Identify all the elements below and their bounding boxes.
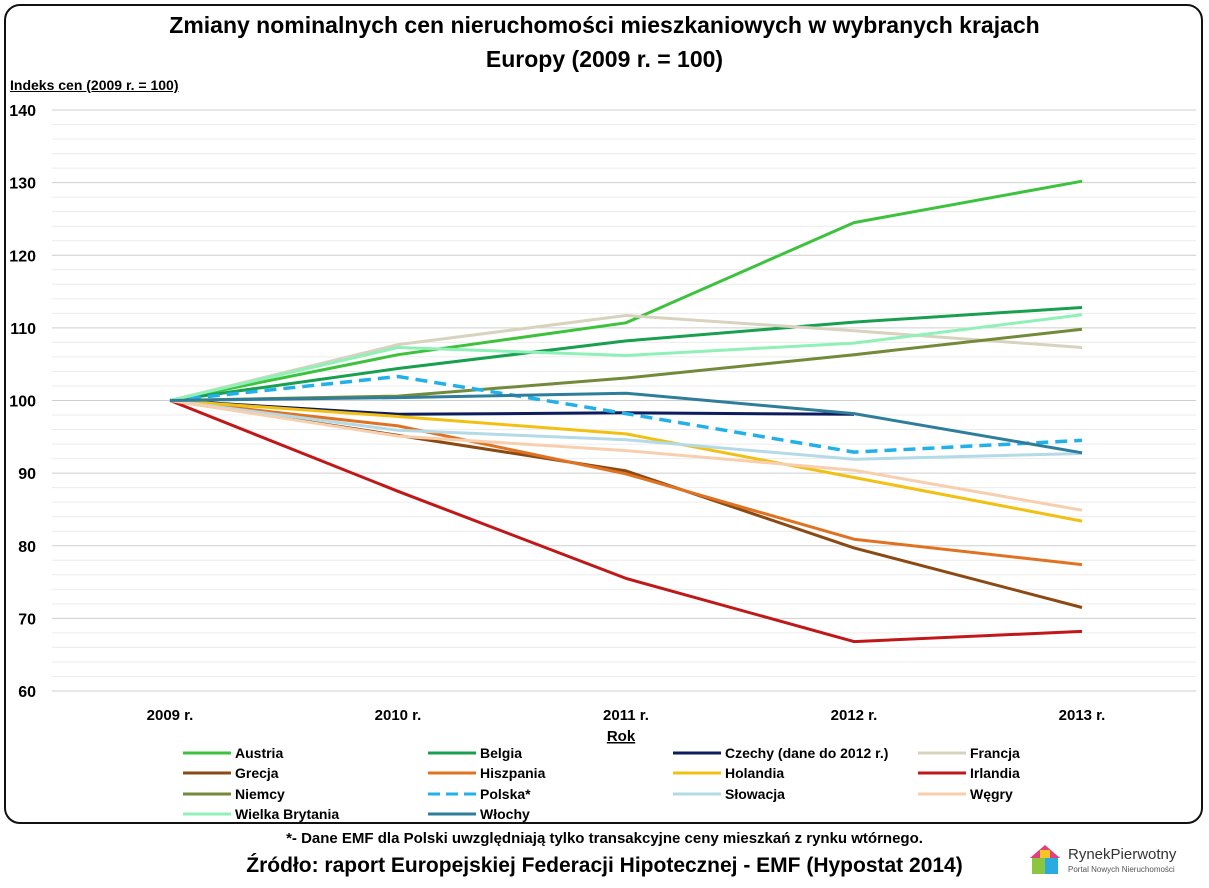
y-tick-label: 90 — [18, 466, 36, 483]
footnote: *- Dane EMF dla Polski uwzględniają tylk… — [286, 830, 923, 847]
legend-swatch — [673, 792, 721, 796]
legend-item: Wielka Brytania — [183, 804, 339, 824]
line-chart: 60 70 80 90 100 110 120 130 140 2009 r. 2010 r. 201… — [9, 103, 1196, 745]
legend-item: Włochy — [428, 804, 530, 824]
series-line-włochy — [169, 391, 1083, 455]
legend-label: Belgia — [480, 745, 523, 761]
legend-swatch — [918, 751, 966, 755]
legend-item: Holandia — [673, 763, 784, 783]
y-tick-label: 140 — [9, 103, 36, 120]
legend-label: Grecja — [235, 765, 279, 781]
legend-item: Niemcy — [183, 784, 285, 804]
x-tick-label: 2011 r. — [603, 707, 649, 724]
legend-item: Słowacja — [673, 784, 785, 804]
legend-label: Irlandia — [970, 765, 1020, 781]
legend-swatch — [428, 812, 476, 816]
y-tick-label: 120 — [9, 248, 36, 265]
chart-title-line-1: Zmiany nominalnych cen nieruchomości mie… — [169, 12, 1040, 38]
series-line-belgia — [169, 306, 1083, 402]
chart-title-line-2: Europy (2009 r. = 100) — [485, 46, 724, 72]
legend-swatch — [673, 751, 721, 755]
legend-swatch — [183, 812, 231, 816]
legend-label: Węgry — [970, 786, 1013, 802]
series-line-wielka-brytania — [169, 313, 1083, 402]
logo-tagline: Portal Nowych Nieruchomości — [1068, 865, 1175, 874]
legend-swatch — [428, 792, 476, 796]
y-tick-label: 80 — [18, 539, 36, 556]
series-line-polska — [169, 374, 1083, 454]
legend-item: Polska* — [428, 784, 531, 804]
y-tick-label: 60 — [18, 684, 36, 701]
legend-label: Wielka Brytania — [235, 806, 340, 822]
legend-item: Belgia — [428, 743, 522, 763]
legend-swatch — [918, 792, 966, 796]
legend-swatch — [673, 771, 721, 775]
legend-item: Grecja — [183, 763, 279, 783]
series-line-holandia — [169, 399, 1083, 523]
legend-label: Austria — [235, 745, 284, 761]
y-tick-label: 100 — [9, 394, 36, 411]
x-tick-label: 2012 r. — [831, 707, 878, 724]
y-tick-label: 130 — [9, 176, 36, 193]
series-line-grecja — [169, 399, 1083, 609]
legend-label: Czechy (dane do 2012 r.) — [725, 745, 889, 761]
series-line-irlandia — [169, 399, 1083, 644]
house-logo-icon — [1030, 845, 1060, 874]
legend-label: Holandia — [725, 765, 785, 781]
legend-swatch — [428, 751, 476, 755]
rynekpierwotny-logo: RynekPierwotny Portal Nowych Nieruchomoś… — [1026, 840, 1196, 880]
legend-swatch — [183, 792, 231, 796]
x-tick-label: 2013 r. — [1059, 707, 1106, 724]
legend-swatch — [183, 751, 231, 755]
x-tick-label: 2009 r. — [147, 707, 194, 724]
legend-swatch — [918, 771, 966, 775]
legend-label: Niemcy — [235, 786, 285, 802]
legend-label: Włochy — [480, 806, 530, 822]
legend-label: Słowacja — [725, 786, 785, 802]
y-tick-label: 110 — [10, 321, 36, 338]
series-line-słowacja — [169, 399, 1083, 461]
legend-label: Polska* — [480, 786, 531, 802]
legend-label: Francja — [970, 745, 1020, 761]
legend-item: Irlandia — [918, 763, 1020, 783]
legend-item: Węgry — [918, 784, 1013, 804]
logo-name: RynekPierwotny — [1068, 846, 1177, 863]
legend-item: Austria — [183, 743, 283, 763]
series-line-hiszpania — [169, 399, 1083, 567]
x-axis-title: Rok — [607, 728, 636, 745]
series-line-francja — [169, 314, 1083, 402]
legend-item: Czechy (dane do 2012 r.) — [673, 743, 888, 763]
chart-frame — [4, 4, 1203, 824]
legend-swatch — [428, 771, 476, 775]
y-tick-label: 70 — [18, 611, 36, 628]
source-note: Źródło: raport Europejskiej Federacji Hi… — [246, 854, 963, 877]
x-tick-label: 2010 r. — [375, 707, 422, 724]
legend-item: Hiszpania — [428, 763, 545, 783]
legend-label: Hiszpania — [480, 765, 546, 781]
legend-item: Francja — [918, 743, 1020, 763]
series-line-austria — [169, 179, 1083, 402]
series-line-węgry — [169, 399, 1083, 512]
y-axis-label: Indeks cen (2009 r. = 100) — [10, 77, 179, 93]
legend-swatch — [183, 771, 231, 775]
